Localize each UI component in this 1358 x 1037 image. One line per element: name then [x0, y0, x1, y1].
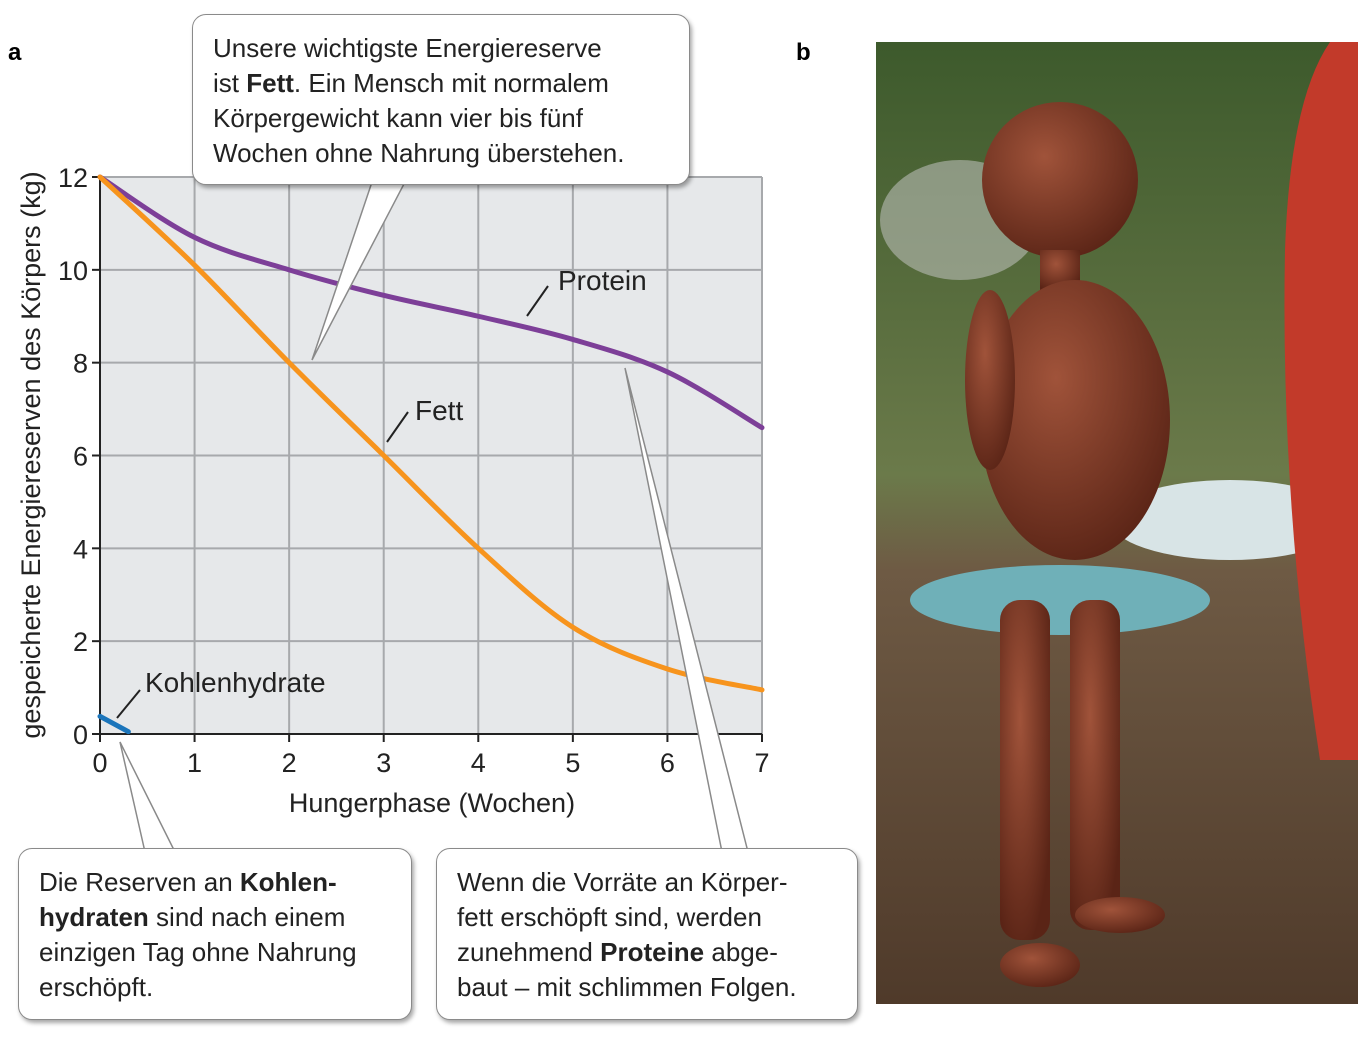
label-pointer — [116, 689, 141, 719]
callout-bold-text: hydraten — [39, 902, 149, 932]
x-tick-label: 0 — [92, 748, 107, 778]
x-tick-label: 1 — [187, 748, 202, 778]
callout-text: Wenn die Vorräte an Körper- — [457, 867, 788, 897]
callout-bold-text: Fett — [246, 68, 294, 98]
callout-text: zunehmend — [457, 937, 601, 967]
callout-text: Die Reserven an — [39, 867, 240, 897]
y-tick-label: 6 — [73, 442, 88, 472]
y-tick-label: 12 — [58, 163, 88, 193]
callout: Die Reserven an Kohlen-hydraten sind nac… — [18, 848, 412, 1020]
x-tick-label: 3 — [376, 748, 391, 778]
callout-line: erschöpft. — [39, 970, 411, 1005]
label-pointer — [526, 285, 549, 317]
callout-text: erschöpft. — [39, 972, 154, 1002]
callout-line: Unsere wichtigste Energiereserve — [213, 31, 689, 66]
y-tick-label: 8 — [73, 349, 88, 379]
callout-line: einzigen Tag ohne Nahrung — [39, 935, 411, 970]
y-axis-title: gespeicherte Energiereserven des Körpers… — [16, 171, 46, 738]
callout-line: Wochen ohne Nahrung überstehen. — [213, 136, 689, 171]
callout-line: Die Reserven an Kohlen- — [39, 865, 411, 900]
x-tick-label: 2 — [282, 748, 297, 778]
x-tick-label: 5 — [565, 748, 580, 778]
label-pointer — [386, 411, 409, 443]
callout-bold-text: Kohlen- — [239, 867, 337, 897]
callout-line: zunehmend Proteine abge- — [457, 935, 857, 970]
callout-text: sind nach einem — [148, 902, 346, 932]
y-tick-label: 0 — [73, 720, 88, 750]
series-label: Kohlenhydrate — [145, 667, 326, 698]
callout-line: baut – mit schlimmen Folgen. — [457, 970, 857, 1005]
callout-text: abge- — [704, 937, 778, 967]
callout-tail — [119, 741, 177, 853]
panel-label: b — [796, 39, 811, 66]
callout: Wenn die Vorräte an Körper-fett erschöpf… — [436, 848, 858, 1020]
callout-text: einzigen Tag ohne Nahrung — [39, 937, 357, 967]
callout-text: ist — [213, 68, 247, 98]
callout-text: baut – mit schlimmen Folgen. — [457, 972, 797, 1002]
callout-line: Wenn die Vorräte an Körper- — [457, 865, 857, 900]
callout-line: Körpergewicht kann vier bis fünf — [213, 101, 689, 136]
callout-text: Körpergewicht kann vier bis fünf — [213, 103, 583, 133]
callout-text: Unsere wichtigste Energiereserve — [213, 33, 602, 63]
callout: Unsere wichtigste Energiereserve ist Fett… — [192, 14, 690, 185]
data-line — [97, 713, 131, 735]
callout-text: fett erschöpft sind, werden — [457, 902, 762, 932]
y-tick-label: 2 — [73, 627, 88, 657]
callout-text: Wochen ohne Nahrung überstehen. — [213, 138, 625, 168]
callout-line: fett erschöpft sind, werden — [457, 900, 857, 935]
callout-bold-text: Proteine — [600, 937, 705, 967]
data-line — [97, 174, 765, 693]
series-label: Protein — [558, 265, 647, 296]
callout-line: ist Fett. Ein Mensch mit normalem — [213, 66, 689, 101]
callout-text: . Ein Mensch mit normalem — [293, 68, 609, 98]
data-line — [97, 174, 765, 431]
panel-label: a — [8, 39, 22, 66]
y-tick-label: 10 — [58, 256, 88, 286]
series-label: Fett — [415, 395, 463, 426]
callout-line: hydraten sind nach einem — [39, 900, 411, 935]
x-axis-title: Hungerphase (Wochen) — [289, 788, 575, 818]
x-tick-label: 6 — [660, 748, 675, 778]
x-tick-label: 7 — [754, 748, 769, 778]
photo — [876, 42, 1358, 1004]
y-tick-label: 4 — [73, 534, 88, 564]
x-tick-label: 4 — [471, 748, 486, 778]
